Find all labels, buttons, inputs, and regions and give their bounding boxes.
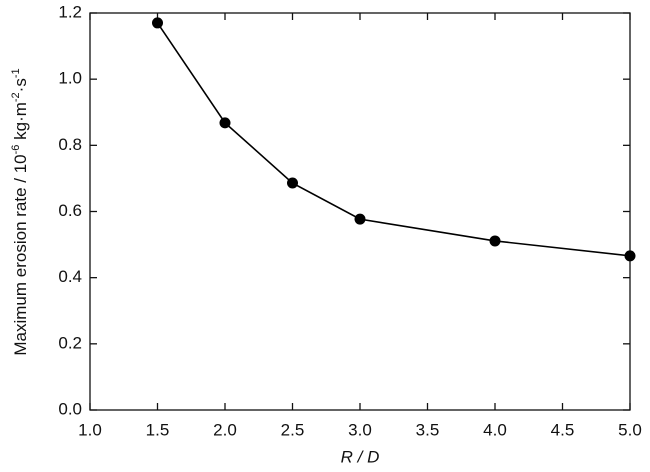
data-point	[354, 213, 366, 225]
x-tick-label: 1.0	[78, 420, 102, 439]
y-axis-title-part: kg·m	[11, 102, 30, 145]
x-tick-label: 3.0	[348, 420, 372, 439]
x-tick-label: 4.0	[483, 420, 507, 439]
x-tick-label: 4.5	[551, 420, 575, 439]
x-tick-label: 3.5	[416, 420, 440, 439]
y-axis-title: Maximum erosion rate / 10-6 kg·m-2·s-1	[10, 68, 31, 355]
x-tick-label: 2.5	[281, 420, 305, 439]
data-point	[624, 250, 636, 262]
y-tick-label: 1.2	[58, 2, 82, 21]
data-point	[287, 177, 298, 189]
plot-frame	[89, 12, 631, 411]
data-point	[219, 117, 231, 129]
y-axis-title-part: -1	[10, 68, 22, 78]
x-tick-label: 1.5	[146, 420, 170, 439]
y-axis-title-part: -2	[10, 92, 22, 102]
x-axis-title: R / D	[341, 447, 380, 466]
data-point	[489, 235, 501, 247]
data-point	[152, 17, 163, 29]
series-line	[156, 22, 631, 257]
y-tick-label: 0.8	[58, 135, 82, 154]
y-tick-label: 1.0	[58, 69, 82, 88]
y-tick-label: 0.4	[58, 267, 82, 286]
y-tick-label: 0.0	[58, 399, 82, 418]
x-tick-label: 5.0	[618, 420, 642, 439]
y-tick-label: 0.6	[58, 201, 82, 220]
y-axis-title-part: Maximum erosion rate / 10	[11, 154, 30, 355]
y-axis-title-part: ·s	[11, 78, 30, 92]
y-axis-title-part: -6	[10, 145, 22, 155]
x-tick-label: 2.0	[213, 420, 237, 439]
y-tick-label: 0.2	[58, 333, 82, 352]
